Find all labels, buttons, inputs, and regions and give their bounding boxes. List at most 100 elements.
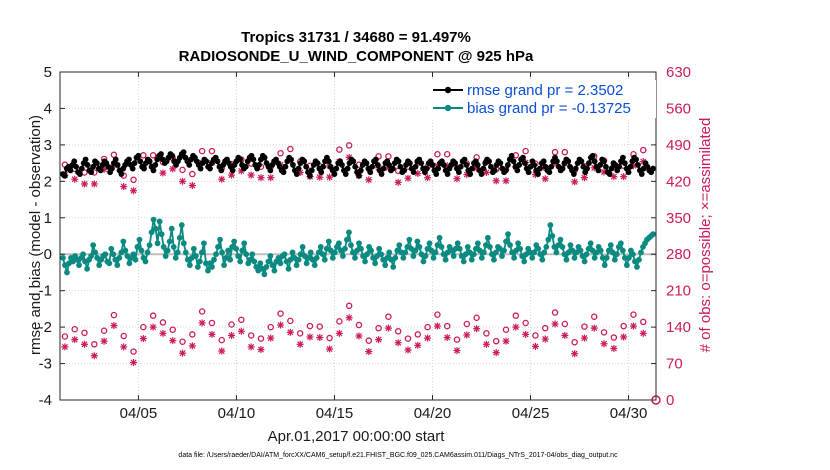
obs-possible-marker-lower (287, 317, 294, 325)
bias-marker (581, 258, 588, 265)
obs-possible-marker (208, 147, 216, 155)
y-tick-label: 0 (44, 246, 52, 263)
rmse-marker (535, 171, 541, 177)
obs-assimilated-marker-lower (463, 331, 471, 339)
obs-possible-marker-lower (238, 316, 245, 324)
rmse-marker (586, 160, 592, 167)
rmse-marker (301, 158, 308, 165)
obs-possible-marker (522, 147, 529, 155)
obs-assimilated-marker (502, 177, 510, 185)
obs-possible-marker (443, 151, 451, 158)
obs-assimilated-marker (188, 181, 196, 189)
bias-marker (217, 236, 223, 243)
bias-marker (507, 242, 513, 249)
obs-possible-marker-lower (120, 332, 127, 340)
plot-background (60, 72, 656, 400)
x-tick-label: 04/15 (316, 405, 354, 422)
rmse-marker (250, 156, 257, 163)
bias-marker (553, 249, 560, 256)
obs-possible-marker-lower (91, 341, 98, 348)
bias-marker (160, 244, 167, 250)
bias-marker (237, 258, 244, 265)
bias-marker (613, 251, 620, 258)
obs-possible-marker-lower (424, 323, 431, 331)
obs-assimilated-marker-lower (208, 330, 216, 338)
obs-assimilated-marker (404, 174, 412, 182)
obs-assimilated-marker (247, 171, 255, 179)
obs-assimilated-marker-lower (502, 337, 510, 345)
y-tick-label: -4 (39, 392, 52, 409)
bias-marker (591, 254, 598, 261)
rmse-marker (435, 165, 442, 172)
bias-marker (178, 222, 185, 228)
bias-marker (535, 245, 542, 252)
bias-marker (503, 238, 509, 245)
obs-assimilated-marker-lower (492, 349, 500, 357)
bias-marker (487, 244, 493, 250)
bias-marker (545, 236, 552, 243)
bias-marker (511, 254, 517, 261)
obs-possible-marker-lower (620, 322, 627, 330)
bias-marker (436, 234, 443, 241)
obs-possible-marker (640, 146, 647, 154)
bias-marker (577, 247, 584, 254)
obs-assimilated-marker-lower (453, 347, 461, 355)
bias-marker (623, 262, 630, 269)
obs-possible-marker-lower (512, 312, 520, 319)
bias-marker (430, 254, 437, 261)
y-tick-label: -2 (39, 319, 52, 336)
obs-assimilated-marker-lower (600, 340, 608, 348)
bias-marker (505, 231, 511, 238)
rmse-marker (635, 162, 641, 168)
y-tick-label: 2 (44, 173, 52, 190)
obs-assimilated-marker (492, 177, 500, 185)
bias-marker (426, 240, 433, 247)
rmse-marker (584, 165, 590, 172)
y2-tick-label: 560 (666, 100, 691, 117)
obs-assimilated-marker-lower (335, 329, 343, 337)
bias-marker (499, 253, 505, 259)
rmse-marker (389, 165, 396, 172)
obs-assimilated-marker-lower (561, 331, 569, 339)
obs-assimilated-marker-lower (149, 323, 157, 331)
bias-marker (249, 251, 256, 258)
obs-possible-marker-lower (336, 318, 343, 325)
rmse-marker (591, 158, 598, 165)
rmse-marker (397, 163, 404, 170)
bias-marker (311, 262, 318, 269)
bias-marker (567, 242, 574, 249)
rmse-marker (514, 167, 521, 174)
obs-possible-marker-lower (218, 336, 225, 344)
bias-marker (485, 234, 491, 241)
obs-possible-marker-lower (541, 324, 549, 332)
bias-marker (329, 254, 336, 261)
rmse-marker (619, 154, 626, 161)
obs-assimilated-marker (90, 180, 98, 188)
obs-assimilated-marker (71, 175, 79, 183)
bias-marker (539, 256, 546, 263)
bias-marker (285, 265, 292, 272)
rmse-marker (267, 167, 274, 174)
rmse-marker (457, 163, 464, 170)
rmse-marker (293, 171, 300, 177)
bias-marker (368, 247, 374, 254)
obs-assimilated-marker (316, 173, 324, 181)
y2-tick-label: 280 (666, 246, 691, 263)
rmse-marker (352, 163, 359, 170)
plot-area: -4 -3 -2 -1 0 1 2 3 4 5 0 70 140 210 280 350 420 490 560 63… (39, 64, 691, 422)
bias-marker (142, 258, 149, 265)
rmse-marker (650, 165, 656, 172)
obs-possible-marker-lower (100, 327, 108, 335)
obs-assimilated-marker-lower (365, 348, 373, 356)
rmse-marker (288, 156, 294, 163)
rmse-marker (508, 152, 515, 159)
rmse-marker (589, 152, 596, 159)
rmse-marker (218, 167, 225, 174)
obs-possible-marker-lower (61, 333, 69, 340)
y2-tick-label: 490 (666, 137, 691, 154)
obs-assimilated-marker-lower (120, 343, 128, 351)
bias-marker (636, 256, 642, 263)
obs-assimilated-marker-lower (610, 344, 618, 352)
bias-marker (293, 262, 300, 269)
y2-axis-label: # of obs: o=possible; ×=assimilated (697, 118, 714, 353)
